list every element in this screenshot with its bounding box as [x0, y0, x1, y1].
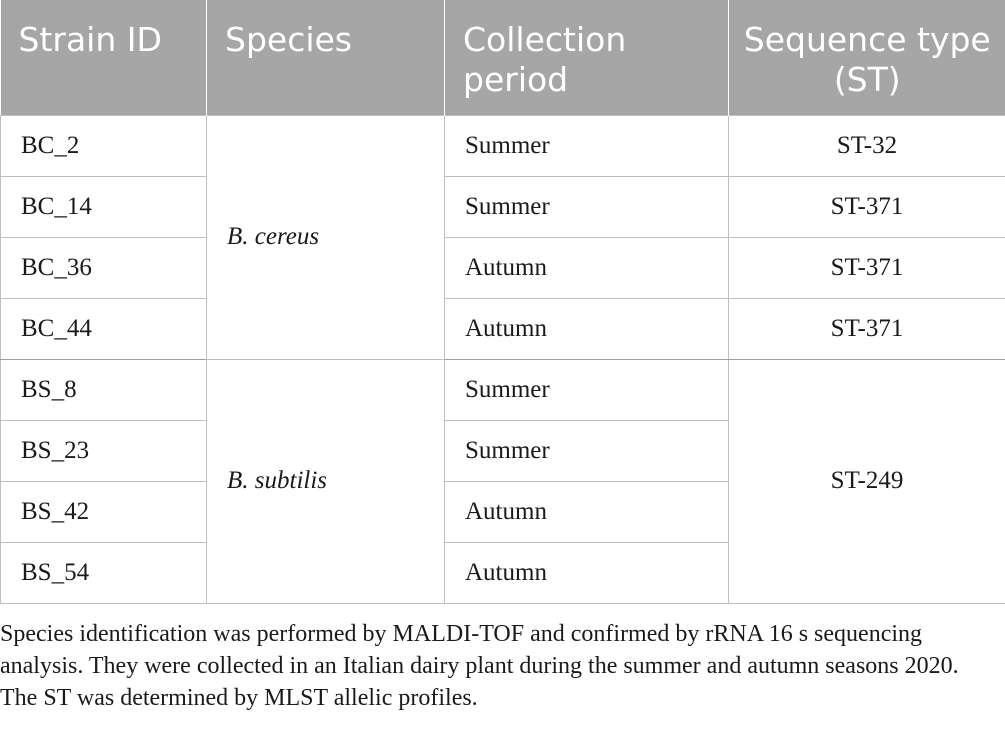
collection-period-cell: Summer	[444, 175, 729, 238]
header-row: Strain ID Species Collection period Sequ…	[0, 0, 1005, 115]
collection-period-cell: Autumn	[444, 541, 729, 604]
strain-id-cell: BS_23	[0, 419, 207, 482]
strain-id-cell: BS_42	[0, 480, 207, 543]
strain-table: Strain ID Species Collection period Sequ…	[0, 0, 1005, 604]
sequence-type-cell: ST-371	[728, 297, 1005, 360]
collection-period-cell: Autumn	[444, 236, 729, 299]
header-strain-id: Strain ID	[0, 0, 207, 115]
collection-period-cell: Summer	[444, 358, 729, 421]
strain-id-cell: BC_36	[0, 236, 207, 299]
sequence-type-cell: ST-32	[728, 114, 1005, 177]
strain-id-cell: BC_14	[0, 175, 207, 238]
table-row: BS_8 B. subtilis Summer ST-249	[0, 358, 1005, 604]
sequence-type-cell: ST-371	[728, 175, 1005, 238]
table-row: BC_36 Autumn ST-371	[0, 236, 1005, 299]
species-cell: B. cereus	[206, 114, 445, 360]
table-row: BS_23 Summer	[0, 419, 1005, 482]
sequence-type-cell: ST-371	[728, 236, 1005, 299]
species-cell: B. subtilis	[206, 358, 445, 604]
table-row: BC_14 Summer ST-371	[0, 175, 1005, 238]
collection-period-cell: Summer	[444, 419, 729, 482]
table-row: BC_44 Autumn ST-371	[0, 297, 1005, 360]
table-body: BC_2 B. cereus Summer ST-32 BC_14 Summer…	[0, 114, 1005, 604]
table-row: BC_2 B. cereus Summer ST-32	[0, 114, 1005, 360]
sequence-type-cell: ST-249	[728, 358, 1005, 604]
strain-id-cell: BS_54	[0, 541, 207, 604]
table-footnote: Species identification was performed by …	[0, 621, 959, 711]
collection-period-cell: Autumn	[444, 480, 729, 543]
strain-id-cell: BC_44	[0, 297, 207, 360]
collection-period-cell: Summer	[444, 114, 729, 177]
header-sequence-type: Sequence type (ST)	[728, 0, 1005, 115]
strain-id-cell: BC_2	[0, 114, 207, 177]
strain-id-cell: BS_8	[0, 358, 207, 421]
header-collection-period: Collection period	[444, 0, 729, 115]
table-row: BS_54 Autumn	[0, 541, 1005, 604]
collection-period-cell: Autumn	[444, 297, 729, 360]
table-header: Strain ID Species Collection period Sequ…	[0, 0, 1005, 115]
header-species: Species	[206, 0, 445, 115]
